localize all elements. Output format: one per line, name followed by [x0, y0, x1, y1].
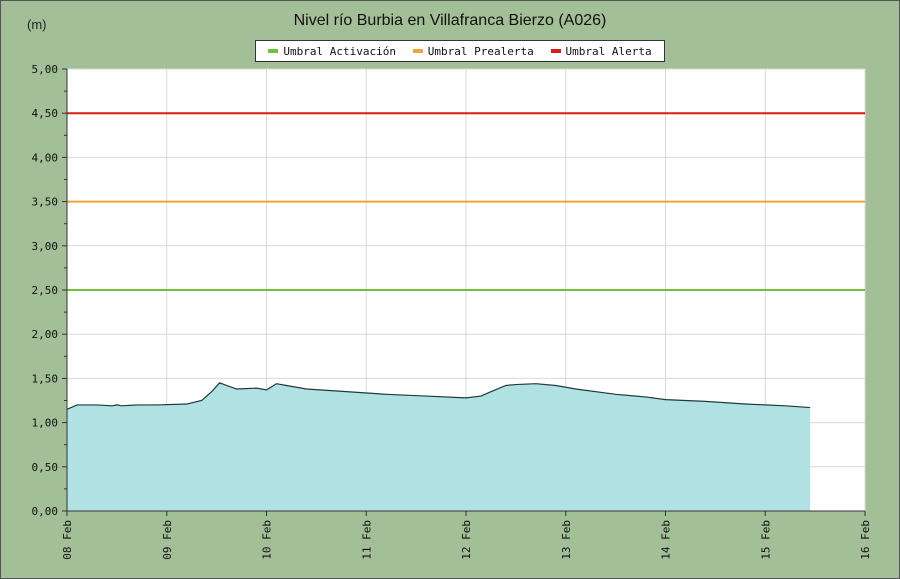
x-tick-label: 13 Feb	[560, 520, 573, 560]
y-tick-label: 2,00	[32, 328, 59, 341]
y-axis-unit-label: (m)	[27, 17, 47, 32]
x-tick-label: 12 Feb	[460, 520, 473, 560]
x-tick-label: 08 Feb	[61, 520, 74, 560]
legend-label-activacion: Umbral Activación	[283, 44, 396, 58]
chart-title: Nivel río Burbia en Villafranca Bierzo (…	[293, 12, 607, 29]
y-tick-label: 0,00	[32, 505, 59, 518]
y-tick-label: 1,50	[32, 372, 59, 385]
x-tick-label: 14 Feb	[660, 520, 673, 560]
level-line	[66, 382, 811, 410]
x-tick-label: 15 Feb	[759, 520, 772, 560]
level-area	[67, 382, 811, 511]
legend-item-prealerta: Umbral Prealerta	[412, 44, 534, 58]
legend-item-alerta: Umbral Alerta	[550, 44, 652, 58]
y-tick-label: 3,50	[32, 196, 59, 209]
x-tick-label: 11 Feb	[360, 520, 373, 560]
x-tick-label: 16 Feb	[859, 520, 872, 560]
legend-item-activacion: Umbral Activación	[268, 45, 396, 58]
legend: Umbral Activación Umbral Prealerta Umbra…	[255, 40, 665, 62]
y-tick-label: 0,50	[32, 461, 59, 474]
y-tick-label: 4,50	[32, 107, 59, 120]
y-tick-label: 5,00	[32, 63, 59, 76]
x-tick-label: 09 Feb	[161, 520, 174, 560]
legend-label-alerta: Umbral Alerta	[565, 44, 652, 58]
legend-swatch-alerta	[550, 49, 561, 53]
y-tick-label: 1,00	[32, 417, 59, 430]
x-tick-label: 10 Feb	[261, 520, 274, 560]
y-tick-label: 4,00	[32, 151, 59, 164]
legend-label-prealerta: Umbral Prealerta	[427, 44, 534, 58]
y-tick-label: 3,00	[32, 240, 59, 253]
y-tick-label: 2,50	[32, 284, 59, 297]
legend-swatch-prealerta	[412, 49, 423, 53]
legend-swatch-activacion	[268, 49, 279, 53]
